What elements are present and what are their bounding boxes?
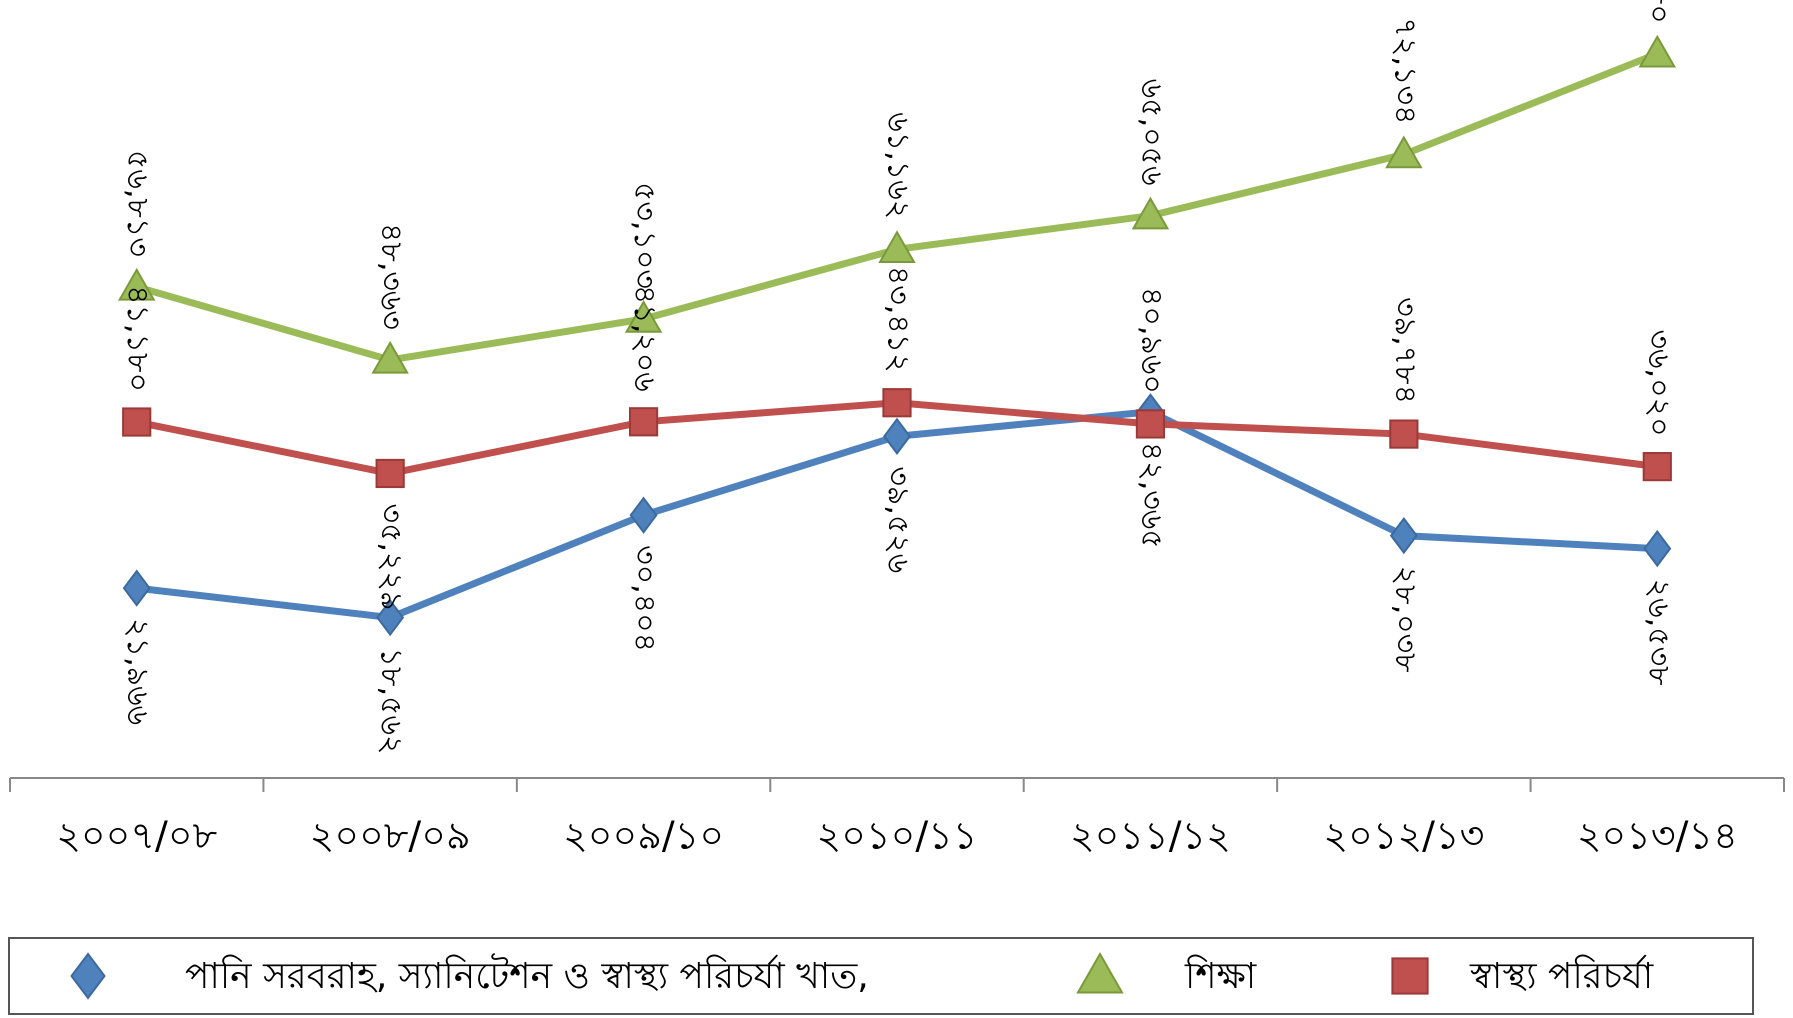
legend-label: স্বাস্থ্য পরিচর্যা: [1469, 954, 1654, 997]
data-point: [1389, 516, 1418, 555]
data-label: ৫৩,১০৩: [627, 182, 662, 289]
data-label: ৩৯,৭৮৪: [1387, 297, 1422, 404]
data-label: ৭২,১৩৪: [1387, 17, 1422, 124]
data-label: ৩৬,০২০: [1641, 330, 1676, 437]
data-label: ৬৫,০৫৬: [1134, 79, 1169, 186]
data-point: [122, 407, 152, 437]
data-point: [122, 569, 151, 607]
x-tick-label: ২০০৯/১০: [563, 814, 724, 858]
x-tick-label: ২০০৮/০৯: [310, 814, 471, 858]
data-label: ৪০,৯৬০: [1134, 287, 1169, 394]
data-label: ২৮,০৩৮: [1387, 566, 1422, 673]
data-point: [1638, 34, 1677, 68]
data-label: ৮৩,৭৮০: [1641, 0, 1676, 24]
data-label: ৪১,২০৬: [627, 285, 662, 392]
legend-label: পানি সরবরাহ, স্যানিটেশন ও স্বাস্থ্য পরিচ…: [185, 953, 869, 997]
data-label: ৪১,১৮০: [120, 285, 155, 392]
data-label: ৩০,৪০৪: [627, 545, 662, 652]
data-point: [629, 496, 658, 534]
data-label: ২৬,৫৩৮: [1641, 579, 1676, 686]
legend-label: শিক্ষা: [1184, 955, 1257, 997]
data-point: [1131, 196, 1170, 230]
data-point: [371, 340, 409, 374]
data-label: ১৮,৫৬২: [374, 648, 409, 755]
data-point: [1643, 529, 1672, 568]
legend-marker: [1391, 957, 1429, 995]
data-point: [878, 230, 916, 264]
data-label: ৩৯,৫২৬: [881, 466, 916, 573]
data-point: [375, 458, 405, 489]
data-point: [628, 407, 659, 437]
data-point: [1385, 135, 1423, 169]
data-point: [624, 299, 663, 333]
data-point: [117, 267, 156, 301]
legend-marker: [1076, 951, 1124, 994]
legend-marker: [70, 952, 106, 1000]
x-tick-label: ২০১১/১২: [1070, 814, 1231, 858]
data-label: ৪২,৩৬৫: [1134, 442, 1169, 549]
x-tick-label: ২০১২/১৩: [1323, 814, 1484, 858]
data-label: ৪৮,৩৬৩: [374, 223, 409, 330]
data-label: ৬১,১৬২: [881, 112, 916, 219]
data-point: [1642, 452, 1672, 482]
data-label: ৪৩,৪১২: [881, 266, 916, 373]
x-tick-label: ২০০৭/০৮: [56, 814, 217, 858]
legend-box: [8, 937, 1754, 1015]
data-point: [1135, 409, 1166, 439]
x-tick-label: ২০১৩/১৪: [1577, 814, 1738, 858]
data-point: [376, 598, 405, 637]
data-label: ২১,৯৬৬: [120, 618, 155, 725]
data-point: [883, 417, 911, 455]
data-label: ৩৫,২২৯: [374, 503, 409, 610]
data-point: [882, 388, 912, 418]
x-tick-label: ২০১০/১১: [817, 814, 978, 858]
data-label: ৫৬,৮১৩: [120, 150, 155, 257]
data-point: [1389, 419, 1419, 449]
